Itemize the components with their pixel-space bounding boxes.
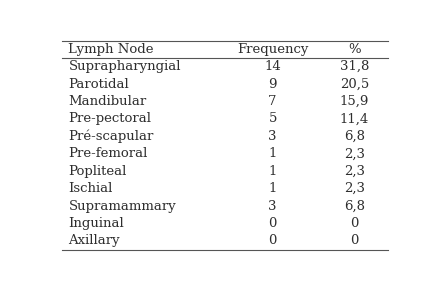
Text: Inguinal: Inguinal [68,217,124,230]
Text: 20,5: 20,5 [339,77,368,90]
Text: 3: 3 [268,200,276,213]
Text: 0: 0 [268,234,276,247]
Text: Parotidal: Parotidal [68,77,129,90]
Text: Lymph Node: Lymph Node [68,43,154,56]
Text: Pre-femoral: Pre-femoral [68,147,148,160]
Text: 6,8: 6,8 [343,130,364,143]
Text: 1: 1 [268,182,276,195]
Text: 5: 5 [268,112,276,125]
Text: 2,3: 2,3 [343,147,364,160]
Text: Pre-pectoral: Pre-pectoral [68,112,151,125]
Text: 14: 14 [264,60,280,73]
Text: Supramammary: Supramammary [68,200,176,213]
Text: 1: 1 [268,147,276,160]
Text: %: % [347,43,360,56]
Text: 9: 9 [268,77,276,90]
Text: 7: 7 [268,95,276,108]
Text: Pré-scapular: Pré-scapular [68,130,153,143]
Text: Axillary: Axillary [68,234,120,247]
Text: 15,9: 15,9 [339,95,368,108]
Text: Ischial: Ischial [68,182,113,195]
Text: 11,4: 11,4 [339,112,368,125]
Text: Frequency: Frequency [237,43,307,56]
Text: Suprapharyngial: Suprapharyngial [68,60,180,73]
Text: Mandibular: Mandibular [68,95,146,108]
Text: 31,8: 31,8 [339,60,368,73]
Text: 0: 0 [268,217,276,230]
Text: 2,3: 2,3 [343,165,364,178]
Text: 0: 0 [349,217,358,230]
Text: 1: 1 [268,165,276,178]
Text: 0: 0 [349,234,358,247]
Text: Popliteal: Popliteal [68,165,127,178]
Text: 3: 3 [268,130,276,143]
Text: 6,8: 6,8 [343,200,364,213]
Text: 2,3: 2,3 [343,182,364,195]
